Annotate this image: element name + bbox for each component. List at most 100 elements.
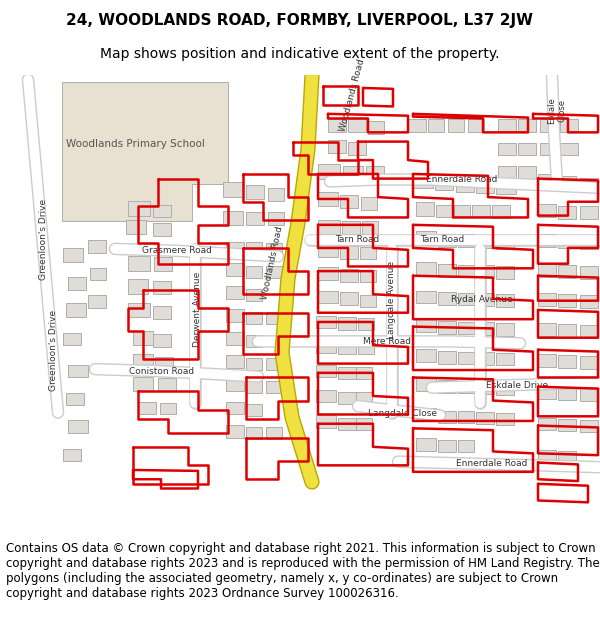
Polygon shape: [338, 341, 356, 354]
Polygon shape: [338, 392, 356, 404]
Polygon shape: [318, 192, 338, 206]
Polygon shape: [90, 268, 106, 281]
Polygon shape: [358, 342, 374, 354]
Polygon shape: [496, 266, 514, 279]
Polygon shape: [448, 119, 464, 132]
Polygon shape: [518, 142, 536, 156]
Text: Rydal Avenue: Rydal Avenue: [451, 295, 513, 304]
Polygon shape: [476, 322, 494, 335]
Text: Erdale
Close: Erdale Close: [547, 97, 567, 124]
Polygon shape: [338, 418, 356, 430]
Polygon shape: [558, 235, 576, 248]
Polygon shape: [538, 449, 556, 462]
Text: Langdale Avenue: Langdale Avenue: [388, 261, 397, 339]
Text: Mere Road: Mere Road: [363, 337, 411, 346]
Polygon shape: [356, 418, 372, 430]
Polygon shape: [266, 428, 282, 439]
Polygon shape: [458, 352, 474, 364]
Polygon shape: [416, 349, 436, 362]
Polygon shape: [340, 292, 358, 306]
Polygon shape: [558, 176, 576, 190]
Polygon shape: [358, 318, 374, 330]
Polygon shape: [472, 204, 490, 217]
Text: 24, WOODLANDS ROAD, FORMBY, LIVERPOOL, L37 2JW: 24, WOODLANDS ROAD, FORMBY, LIVERPOOL, L…: [67, 14, 533, 29]
Polygon shape: [133, 378, 153, 391]
Polygon shape: [328, 119, 346, 132]
Polygon shape: [540, 142, 558, 156]
Polygon shape: [413, 173, 433, 188]
Polygon shape: [362, 221, 378, 234]
Polygon shape: [458, 411, 474, 422]
Polygon shape: [153, 334, 171, 347]
Polygon shape: [316, 364, 336, 378]
Polygon shape: [153, 281, 171, 294]
Polygon shape: [438, 264, 456, 277]
Polygon shape: [246, 289, 262, 301]
Polygon shape: [580, 177, 598, 191]
Polygon shape: [580, 325, 598, 338]
Text: Langdale Close: Langdale Close: [367, 409, 437, 418]
Polygon shape: [496, 412, 514, 424]
Polygon shape: [580, 295, 598, 308]
Polygon shape: [496, 181, 516, 194]
Polygon shape: [63, 248, 83, 262]
Polygon shape: [266, 381, 282, 393]
Polygon shape: [318, 244, 338, 258]
Polygon shape: [458, 322, 474, 334]
Polygon shape: [558, 387, 576, 399]
Polygon shape: [438, 411, 456, 422]
Polygon shape: [316, 316, 336, 329]
Polygon shape: [153, 223, 171, 236]
Polygon shape: [226, 355, 244, 368]
Polygon shape: [246, 212, 264, 225]
Polygon shape: [458, 234, 474, 247]
Polygon shape: [416, 202, 434, 216]
Polygon shape: [456, 177, 474, 191]
Polygon shape: [246, 428, 262, 439]
Polygon shape: [318, 268, 338, 281]
Polygon shape: [428, 119, 444, 132]
Text: Ennerdale Road: Ennerdale Road: [457, 459, 527, 468]
Polygon shape: [246, 185, 264, 199]
Polygon shape: [348, 142, 366, 154]
Polygon shape: [68, 364, 88, 378]
Text: Derwent Avenue: Derwent Avenue: [193, 271, 202, 347]
Polygon shape: [340, 195, 358, 208]
Polygon shape: [436, 204, 452, 217]
Polygon shape: [538, 204, 556, 217]
Polygon shape: [416, 231, 436, 245]
Polygon shape: [328, 140, 346, 152]
Text: Eskdale Drive: Eskdale Drive: [486, 381, 548, 390]
Polygon shape: [138, 402, 156, 414]
Polygon shape: [496, 294, 514, 307]
Polygon shape: [68, 420, 88, 433]
Polygon shape: [356, 368, 372, 379]
Polygon shape: [458, 381, 474, 393]
Polygon shape: [416, 408, 436, 421]
Polygon shape: [408, 119, 426, 132]
Polygon shape: [246, 266, 262, 278]
Polygon shape: [416, 291, 436, 304]
Polygon shape: [268, 212, 284, 225]
Polygon shape: [128, 256, 150, 271]
Polygon shape: [438, 234, 456, 247]
Polygon shape: [416, 378, 436, 391]
Polygon shape: [540, 119, 558, 132]
Polygon shape: [316, 389, 336, 402]
Polygon shape: [226, 309, 244, 322]
Polygon shape: [496, 382, 514, 395]
Polygon shape: [226, 286, 244, 299]
Polygon shape: [580, 388, 598, 401]
Text: Tarn Road: Tarn Road: [335, 235, 379, 244]
Polygon shape: [496, 323, 514, 336]
Polygon shape: [153, 204, 171, 217]
Polygon shape: [266, 358, 282, 370]
Polygon shape: [361, 197, 377, 210]
Polygon shape: [316, 416, 336, 428]
Polygon shape: [340, 246, 358, 259]
Polygon shape: [580, 206, 598, 219]
Polygon shape: [223, 211, 243, 225]
Polygon shape: [538, 264, 556, 277]
Polygon shape: [226, 401, 244, 414]
Polygon shape: [88, 295, 106, 308]
